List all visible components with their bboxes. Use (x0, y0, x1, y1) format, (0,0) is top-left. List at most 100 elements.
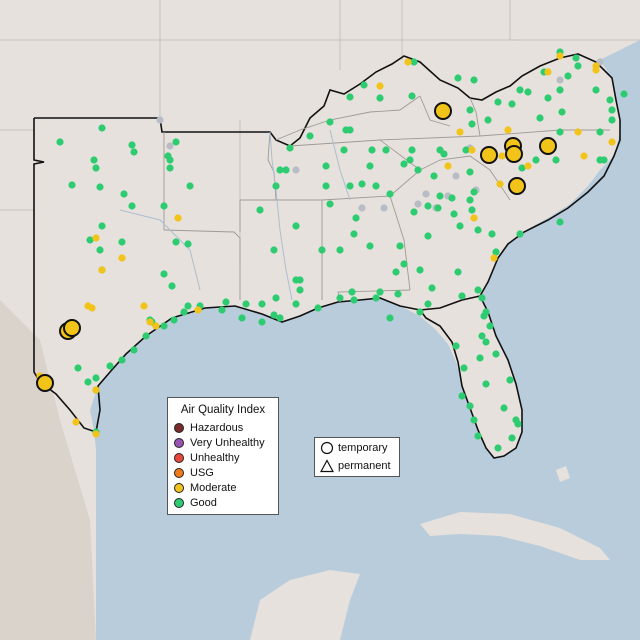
good-station-marker[interactable] (130, 148, 138, 156)
inactive-station-marker[interactable] (556, 76, 564, 84)
good-station-marker[interactable] (474, 226, 482, 234)
good-station-marker[interactable] (166, 164, 174, 172)
good-station-marker[interactable] (482, 380, 490, 388)
good-station-marker[interactable] (506, 376, 514, 384)
good-station-marker[interactable] (336, 246, 344, 254)
good-station-marker[interactable] (74, 364, 82, 372)
good-station-marker[interactable] (272, 182, 280, 190)
good-station-marker[interactable] (172, 238, 180, 246)
good-station-marker[interactable] (180, 308, 188, 316)
inactive-station-marker[interactable] (166, 142, 174, 150)
good-station-marker[interactable] (536, 114, 544, 122)
moderate-station-marker[interactable] (194, 306, 202, 314)
good-station-marker[interactable] (270, 311, 278, 319)
good-station-marker[interactable] (372, 182, 380, 190)
good-station-marker[interactable] (128, 202, 136, 210)
good-station-marker[interactable] (386, 190, 394, 198)
good-station-marker[interactable] (430, 172, 438, 180)
good-station-marker[interactable] (394, 290, 402, 298)
good-station-marker[interactable] (574, 62, 582, 70)
good-station-marker[interactable] (416, 266, 424, 274)
good-station-marker[interactable] (410, 58, 418, 66)
good-station-marker[interactable] (350, 296, 358, 304)
good-station-marker[interactable] (400, 260, 408, 268)
good-station-marker[interactable] (168, 282, 176, 290)
moderate-station-marker[interactable] (72, 418, 80, 426)
good-station-marker[interactable] (326, 118, 334, 126)
good-station-marker[interactable] (544, 94, 552, 102)
good-station-marker[interactable] (366, 162, 374, 170)
moderate-station-marker[interactable] (456, 128, 464, 136)
good-station-marker[interactable] (120, 190, 128, 198)
good-station-marker[interactable] (326, 200, 334, 208)
good-station-marker[interactable] (318, 246, 326, 254)
good-station-marker[interactable] (256, 206, 264, 214)
moderate-station-marker[interactable] (376, 82, 384, 90)
good-station-marker[interactable] (98, 124, 106, 132)
good-station-marker[interactable] (458, 292, 466, 300)
good-station-marker[interactable] (494, 444, 502, 452)
good-station-marker[interactable] (346, 93, 354, 101)
moderate-station-marker[interactable] (504, 126, 512, 134)
good-station-marker[interactable] (500, 404, 508, 412)
good-station-marker[interactable] (424, 300, 432, 308)
good-station-marker[interactable] (184, 240, 192, 248)
good-station-marker[interactable] (486, 322, 494, 330)
good-station-marker[interactable] (336, 294, 344, 302)
good-station-marker[interactable] (172, 138, 180, 146)
good-station-marker[interactable] (348, 288, 356, 296)
good-station-marker[interactable] (96, 183, 104, 191)
good-station-marker[interactable] (606, 96, 614, 104)
moderate-station-marker[interactable] (118, 254, 126, 262)
good-station-marker[interactable] (96, 246, 104, 254)
moderate-station-marker[interactable] (88, 304, 96, 312)
moderate-station-marker[interactable] (92, 430, 100, 438)
good-station-marker[interactable] (118, 238, 126, 246)
good-station-marker[interactable] (608, 106, 616, 114)
good-station-marker[interactable] (238, 314, 246, 322)
good-station-marker[interactable] (592, 86, 600, 94)
good-station-marker[interactable] (296, 276, 304, 284)
good-station-marker[interactable] (366, 242, 374, 250)
good-station-marker[interactable] (400, 160, 408, 168)
good-station-marker[interactable] (466, 168, 474, 176)
good-station-marker[interactable] (532, 156, 540, 164)
good-station-marker[interactable] (286, 144, 294, 152)
good-station-marker[interactable] (454, 268, 462, 276)
good-station-marker[interactable] (484, 116, 492, 124)
good-station-marker[interactable] (468, 206, 476, 214)
good-station-marker[interactable] (596, 156, 604, 164)
good-station-marker[interactable] (556, 218, 564, 226)
good-station-marker[interactable] (352, 214, 360, 222)
moderate-station-marker[interactable] (404, 58, 412, 66)
moderate-station-marker[interactable] (544, 68, 552, 76)
good-station-marker[interactable] (92, 164, 100, 172)
good-station-marker[interactable] (428, 284, 436, 292)
moderate-station-marker[interactable] (580, 152, 588, 160)
good-station-marker[interactable] (410, 208, 418, 216)
good-station-marker[interactable] (516, 86, 524, 94)
moderate-temporary-station-marker[interactable] (434, 102, 452, 120)
inactive-station-marker[interactable] (422, 190, 430, 198)
good-station-marker[interactable] (128, 141, 136, 149)
good-station-marker[interactable] (456, 222, 464, 230)
good-station-marker[interactable] (86, 236, 94, 244)
moderate-temporary-station-marker[interactable] (480, 146, 498, 164)
moderate-station-marker[interactable] (92, 234, 100, 242)
good-station-marker[interactable] (414, 166, 422, 174)
good-station-marker[interactable] (360, 81, 368, 89)
good-station-marker[interactable] (478, 332, 486, 340)
good-station-marker[interactable] (488, 230, 496, 238)
good-station-marker[interactable] (478, 294, 486, 302)
good-station-marker[interactable] (292, 222, 300, 230)
good-station-marker[interactable] (270, 246, 278, 254)
good-station-marker[interactable] (470, 188, 478, 196)
good-station-marker[interactable] (342, 126, 350, 134)
good-station-marker[interactable] (466, 196, 474, 204)
good-station-marker[interactable] (518, 164, 526, 172)
good-station-marker[interactable] (242, 300, 250, 308)
good-station-marker[interactable] (454, 74, 462, 82)
inactive-station-marker[interactable] (358, 204, 366, 212)
good-station-marker[interactable] (474, 432, 482, 440)
good-station-marker[interactable] (424, 232, 432, 240)
